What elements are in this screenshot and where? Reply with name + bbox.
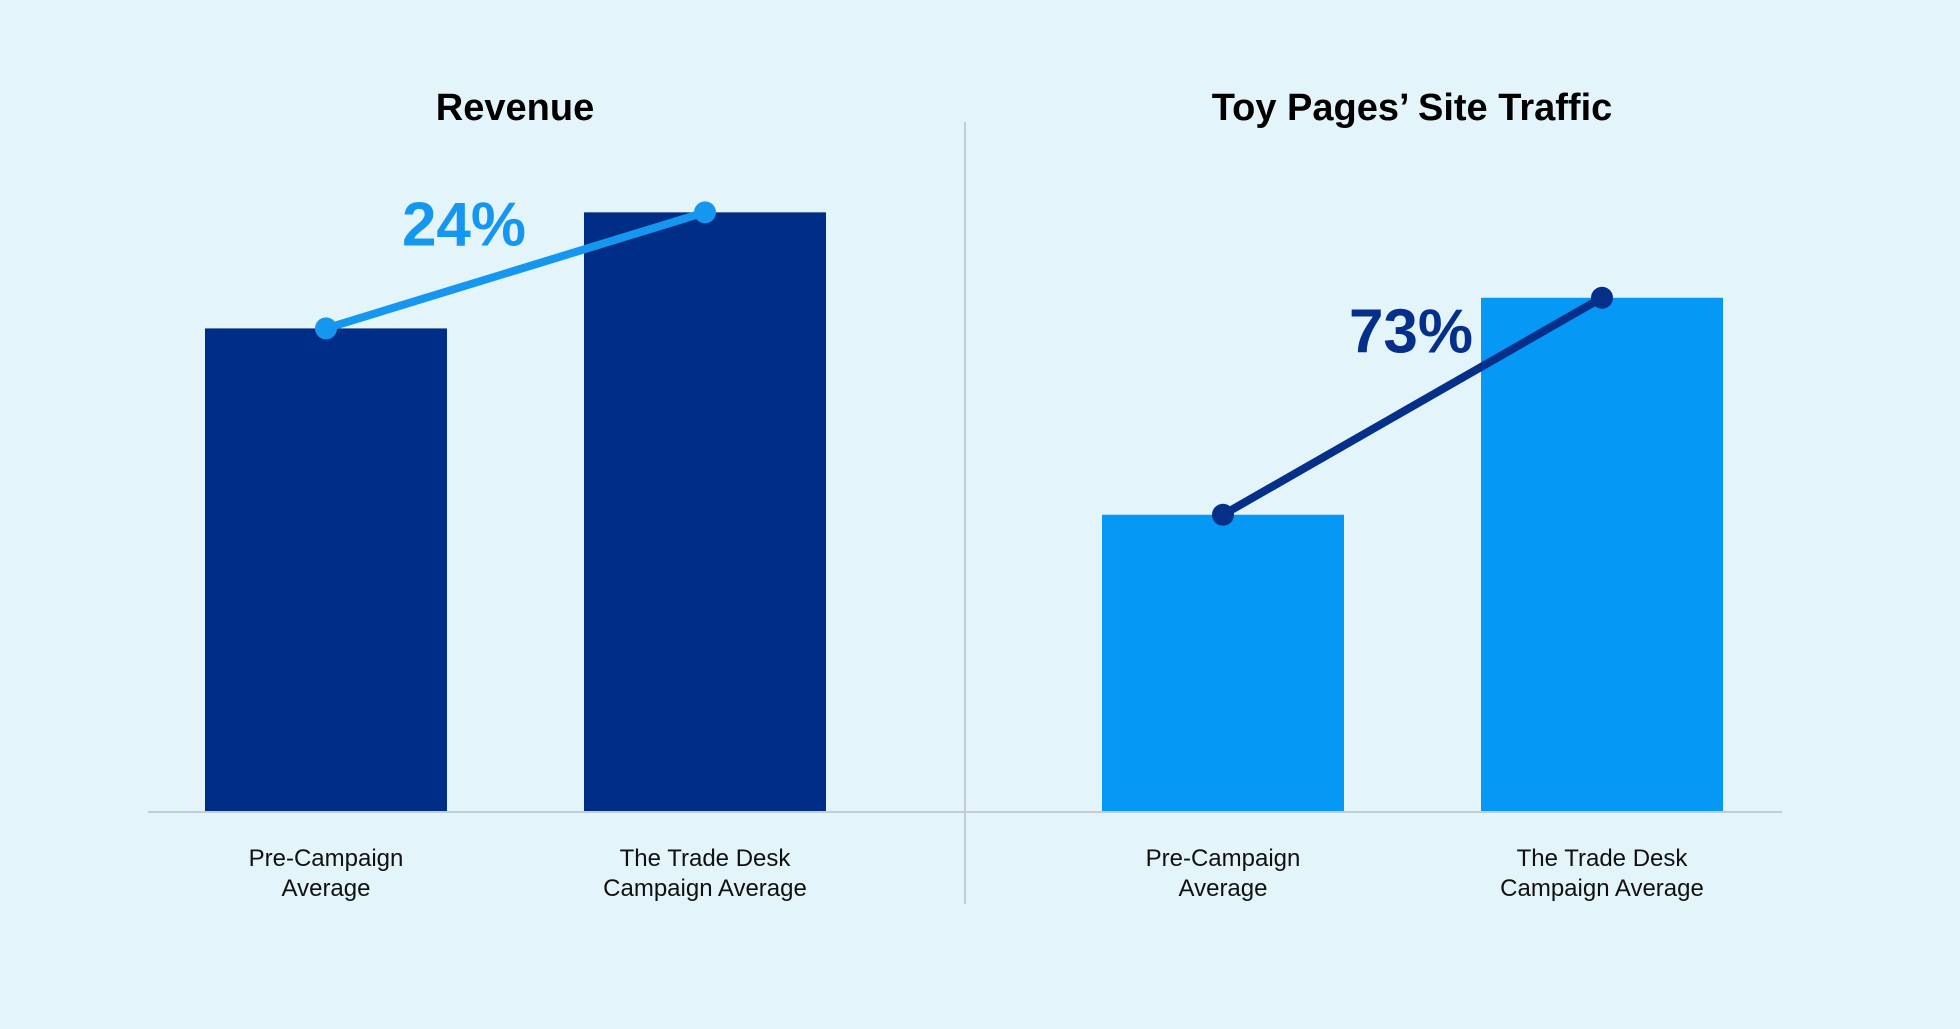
x-tick-label: Pre-Campaign Average xyxy=(248,845,404,902)
bar xyxy=(584,212,826,812)
change-line xyxy=(1221,294,1604,519)
change-marker xyxy=(694,201,716,224)
change-marker xyxy=(1212,503,1234,526)
chart-title: Revenue xyxy=(436,87,594,129)
bar xyxy=(1481,297,1723,812)
change-line xyxy=(324,208,707,333)
bar xyxy=(205,328,447,812)
x-tick-label: The Trade Desk Campaign Average xyxy=(603,845,807,902)
annotation: 24% xyxy=(402,190,526,259)
x-tick-label: Pre-Campaign Average xyxy=(1145,845,1301,902)
change-marker xyxy=(315,317,337,340)
chart-title: Toy Pages’ Site Traffic xyxy=(1212,87,1613,129)
x-tick-label: The Trade Desk Campaign Average xyxy=(1500,845,1704,902)
change-marker xyxy=(1591,286,1613,309)
bar xyxy=(1102,514,1344,812)
annotation: 73% xyxy=(1349,297,1473,366)
